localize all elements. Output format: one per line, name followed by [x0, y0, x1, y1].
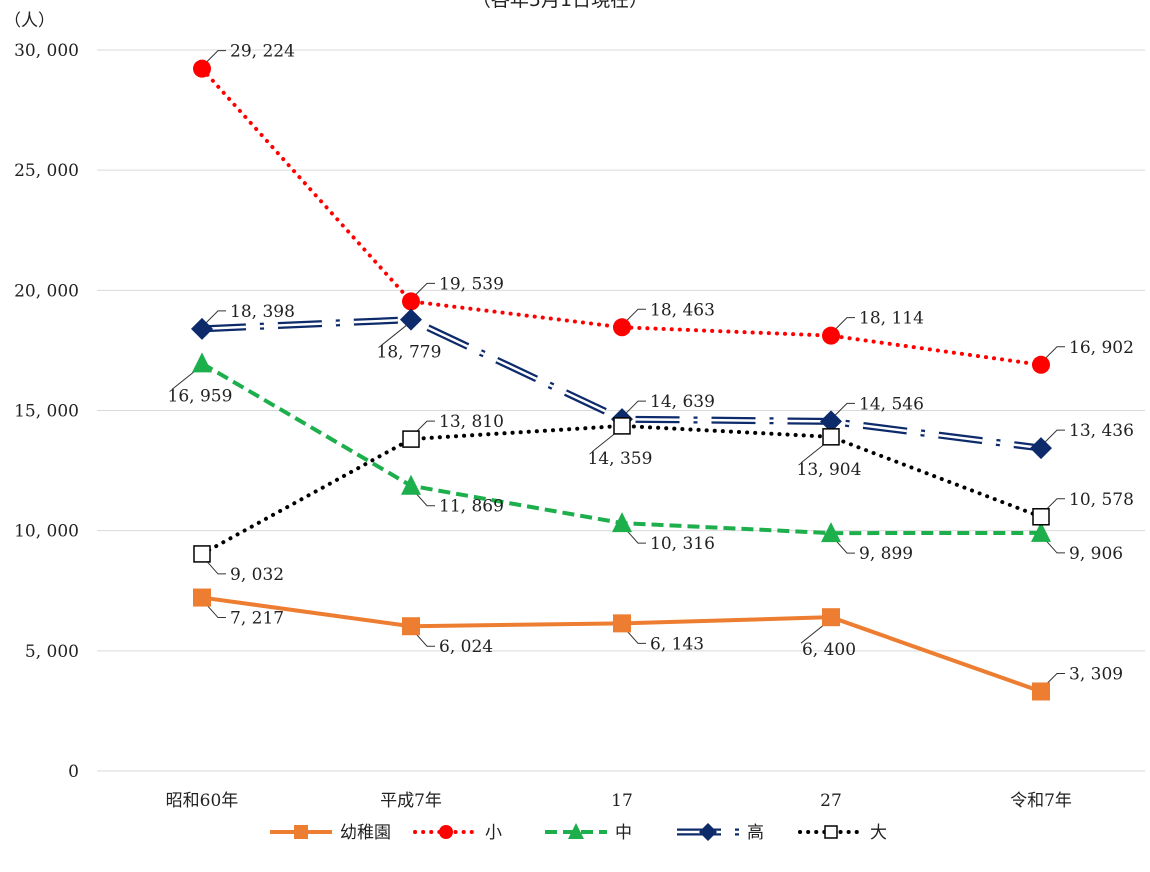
marker-幼稚園-4 — [1032, 682, 1050, 701]
leader-line — [201, 50, 226, 68]
marker-高-0 — [191, 317, 213, 340]
marker-小-1 — [402, 292, 420, 311]
data-label-大-1: 13, 810 — [439, 412, 504, 432]
y-tick-label: 0 — [68, 762, 79, 782]
data-labels: 7, 217 6, 024 6, 143 6, 400 3, 309 29, 224 19,… — [168, 42, 1134, 685]
leader-line — [1040, 429, 1065, 447]
data-label-幼稚園-2: 6, 143 — [650, 634, 704, 654]
legend: 幼稚園 小 中 高 大 — [270, 823, 887, 843]
x-tick-label: 27 — [820, 791, 842, 811]
legend-label-中: 中 — [615, 823, 632, 843]
legend-item-中: 中 — [545, 823, 632, 843]
data-label-幼稚園-1: 6, 024 — [439, 637, 493, 657]
data-label-中-4: 9, 906 — [1069, 544, 1123, 564]
marker-高-4 — [1030, 437, 1052, 460]
x-tick-label: 17 — [611, 791, 633, 811]
data-label-大-2: 14, 359 — [588, 449, 653, 469]
data-label-大-3: 13, 904 — [797, 460, 862, 480]
data-label-小-1: 19, 539 — [439, 274, 504, 294]
y-axis-ticks: 0 5, 000 10, 000 15, 000 20, 000 25, 000 30, 0… — [14, 41, 79, 782]
marker-大-3 — [822, 428, 840, 446]
legend-marker-大 — [824, 825, 838, 839]
leader-line — [621, 400, 646, 418]
legend-label-大: 大 — [870, 823, 887, 843]
marker-中-0 — [192, 352, 212, 373]
marker-大-2 — [613, 417, 631, 435]
leader-line — [830, 402, 855, 420]
data-label-幼稚園-0: 7, 217 — [230, 609, 284, 629]
data-label-大-0: 9, 032 — [230, 565, 284, 585]
data-label-小-3: 18, 114 — [859, 309, 924, 329]
legend-marker-幼稚園 — [294, 825, 308, 839]
legend-item-幼稚園: 幼稚園 — [270, 823, 391, 843]
y-tick-label: 25, 000 — [14, 161, 79, 181]
legend-marker-小 — [439, 825, 453, 839]
data-label-小-0: 29, 224 — [230, 42, 295, 62]
data-label-高-2: 14, 639 — [650, 392, 715, 412]
legend-item-高: 高 — [677, 823, 764, 843]
leader-line — [410, 282, 435, 300]
leader-line — [1040, 346, 1065, 364]
data-label-高-1: 18, 779 — [377, 343, 442, 363]
x-tick-label: 昭和60年 — [166, 791, 239, 811]
marker-高-3 — [820, 410, 842, 433]
legend-item-大: 大 — [798, 823, 887, 843]
data-label-小-2: 18, 463 — [650, 300, 715, 320]
leader-line — [201, 310, 226, 328]
data-label-中-0: 16, 959 — [168, 386, 233, 406]
y-tick-label: 15, 000 — [14, 402, 79, 422]
marker-小-2 — [613, 318, 631, 337]
marker-小-3 — [822, 326, 840, 345]
marker-幼稚園-1 — [402, 617, 420, 636]
data-label-小-4: 16, 902 — [1069, 338, 1134, 358]
y-tick-label: 5, 000 — [25, 642, 79, 662]
legend-marker-高 — [699, 823, 717, 841]
data-label-中-2: 10, 316 — [650, 534, 715, 554]
marker-高-1 — [400, 308, 422, 331]
y-tick-label: 30, 000 — [14, 41, 79, 61]
series-lines — [200, 66, 1043, 694]
data-label-高-3: 14, 546 — [859, 394, 924, 414]
marker-大-4 — [1032, 508, 1050, 526]
legend-label-小: 小 — [485, 823, 502, 843]
marker-小-4 — [1032, 355, 1050, 374]
series-markers — [191, 59, 1052, 701]
marker-大-0 — [193, 545, 211, 563]
leader-line — [830, 317, 855, 335]
x-tick-label: 平成7年 — [380, 791, 442, 811]
data-label-幼稚園-4: 3, 309 — [1069, 664, 1123, 684]
marker-中-4 — [1031, 521, 1051, 542]
series-line-高 — [201, 316, 1042, 452]
marker-幼稚園-3 — [822, 608, 840, 627]
legend-item-小: 小 — [413, 823, 502, 843]
legend-label-幼稚園: 幼稚園 — [340, 823, 391, 843]
x-axis-ticks: 昭和60年 平成7年 17 27 令和7年 — [166, 791, 1072, 811]
data-label-中-1: 11, 869 — [439, 497, 504, 517]
data-label-大-4: 10, 578 — [1069, 490, 1134, 510]
y-tick-label: 10, 000 — [14, 522, 79, 542]
marker-中-2 — [612, 512, 632, 533]
marker-小-0 — [193, 59, 211, 78]
series-line-幼稚園 — [201, 595, 1042, 694]
chart-subtitle: （各年5月1日現在） — [472, 0, 648, 11]
marker-幼稚園-2 — [613, 614, 631, 633]
x-tick-label: 令和7年 — [1010, 791, 1072, 811]
y-axis-unit: （人） — [4, 11, 55, 31]
legend-marker-中 — [568, 823, 584, 839]
data-label-leaders — [171, 50, 1065, 690]
data-label-中-3: 9, 899 — [859, 544, 913, 564]
marker-幼稚園-0 — [193, 588, 211, 607]
legend-label-高: 高 — [747, 823, 764, 843]
marker-大-1 — [402, 430, 420, 448]
data-label-幼稚園-3: 6, 400 — [802, 640, 856, 660]
leader-line — [621, 308, 646, 326]
marker-中-1 — [401, 474, 421, 495]
data-label-高-4: 13, 436 — [1069, 421, 1134, 441]
y-tick-label: 20, 000 — [14, 281, 79, 301]
data-label-高-0: 18, 398 — [230, 302, 295, 322]
marker-中-3 — [821, 522, 841, 543]
